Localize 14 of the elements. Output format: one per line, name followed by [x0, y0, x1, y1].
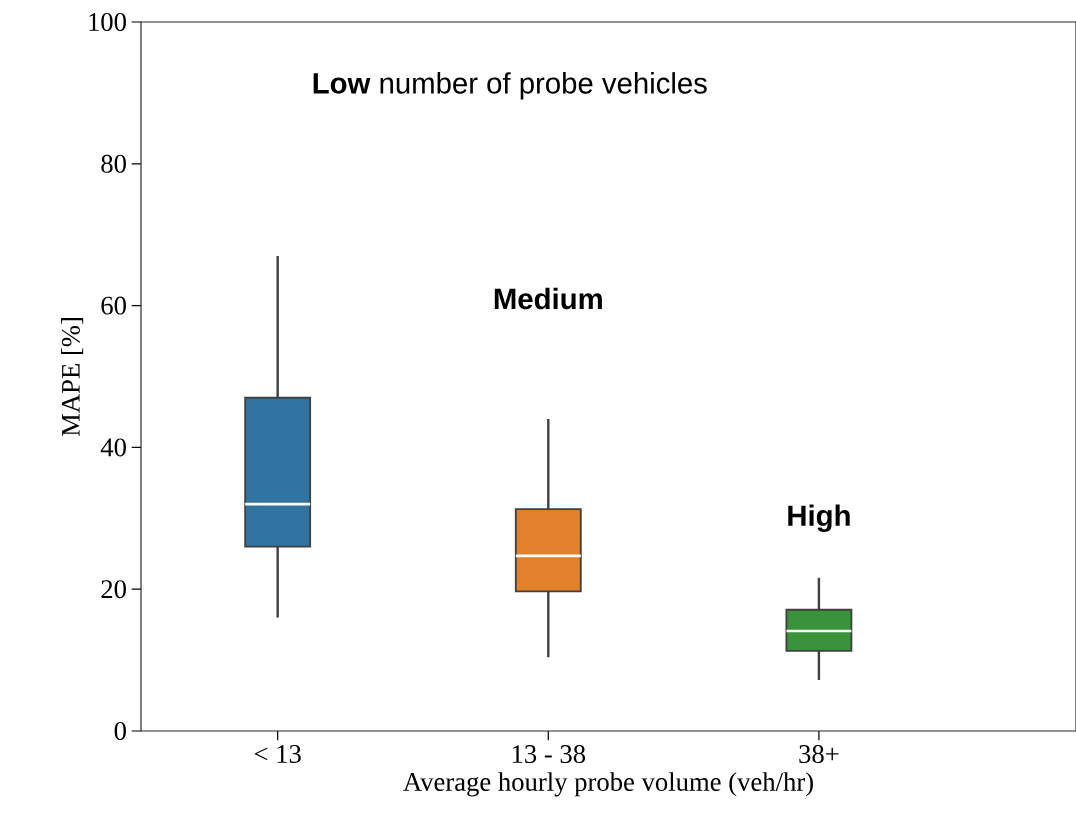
- y-tick-label: 0: [114, 721, 126, 740]
- y-axis-title: MAPE [%]: [61, 318, 84, 437]
- y-tick-label: 60: [101, 296, 126, 315]
- x-tick-label: 38+: [799, 745, 839, 764]
- y-tick-label: 100: [89, 13, 126, 31]
- y-tick-label: 80: [101, 154, 126, 173]
- annotation: High: [788, 504, 850, 533]
- x-tick-label: < 13: [254, 745, 301, 763]
- x-axis-title: Average hourly probe volume (veh/hr): [403, 772, 813, 797]
- y-tick-label: 40: [100, 438, 126, 457]
- x-tick-label: 13 - 38: [512, 745, 586, 764]
- annotation: Low number of probe vehicles: [313, 72, 707, 100]
- annotation: Medium: [494, 287, 602, 310]
- y-tick-label: 20: [101, 580, 126, 599]
